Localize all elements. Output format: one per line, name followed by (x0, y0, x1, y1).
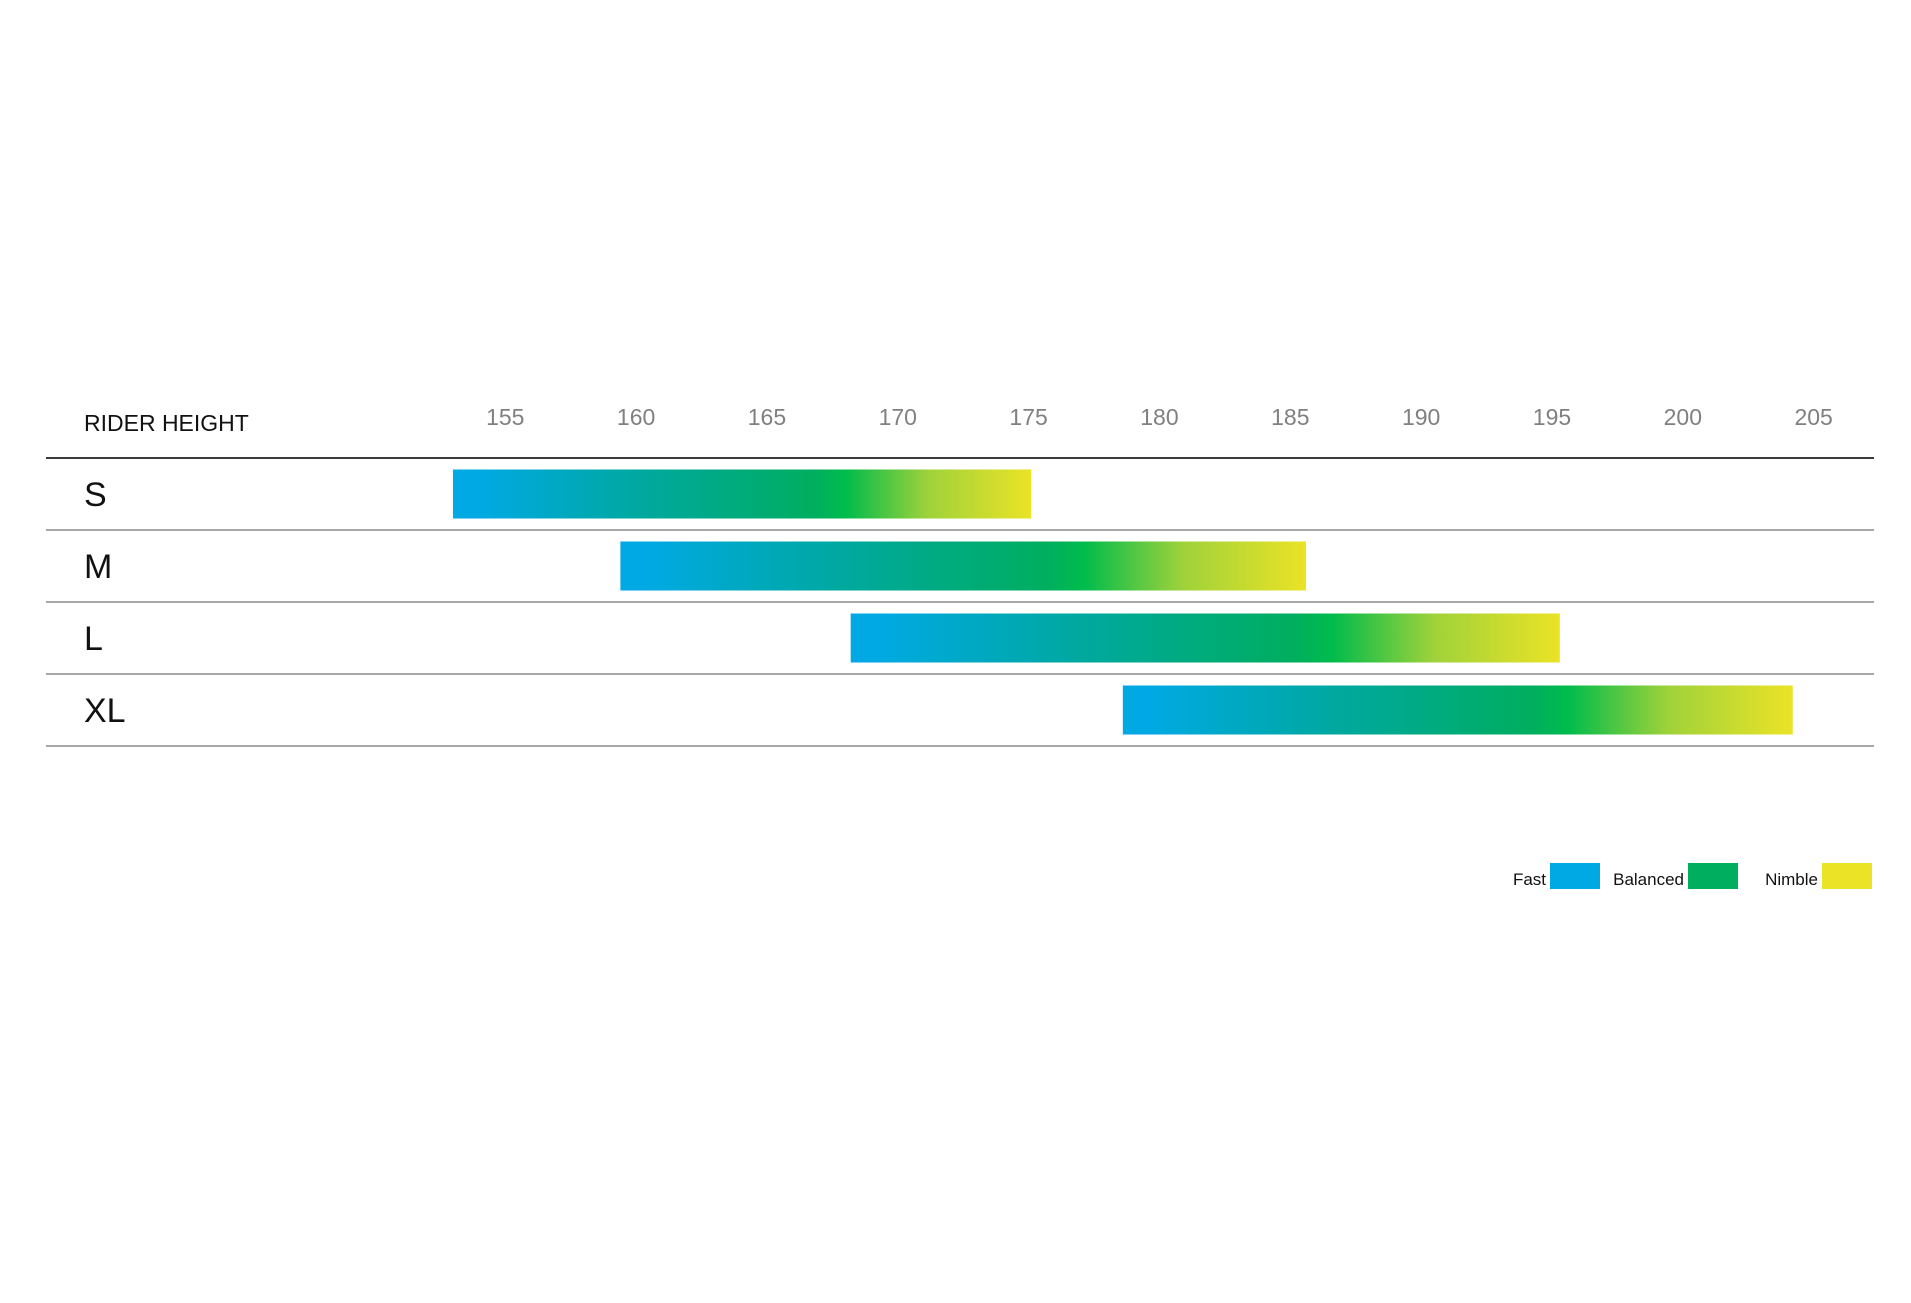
size-label-m: M (84, 548, 112, 586)
range-bar-s (452, 469, 1032, 519)
range-bar-l (850, 613, 1560, 663)
legend-swatch-nimble (1822, 863, 1872, 889)
legend-swatch-balanced (1688, 863, 1738, 889)
x-tick-label: 155 (486, 404, 524, 430)
x-tick-label: 190 (1402, 404, 1440, 430)
x-tick-label: 165 (748, 404, 786, 430)
rider-height-label: RIDER HEIGHT (84, 410, 249, 436)
x-tick-label: 200 (1664, 404, 1702, 430)
range-bar-m (620, 541, 1307, 591)
size-label-xl: XL (84, 692, 126, 730)
x-tick-label: 170 (879, 404, 917, 430)
legend-label-balanced: Balanced (1613, 870, 1684, 889)
legend-label-fast: Fast (1513, 870, 1546, 889)
x-tick-label: 195 (1533, 404, 1571, 430)
x-tick-label: 175 (1009, 404, 1047, 430)
x-tick-label: 185 (1271, 404, 1309, 430)
legend-label-nimble: Nimble (1765, 870, 1818, 889)
legend-swatch-fast (1550, 863, 1600, 889)
x-tick-label: 160 (617, 404, 655, 430)
x-tick-label: 205 (1794, 404, 1832, 430)
size-label-s: S (84, 476, 107, 514)
range-bar-xl (1122, 685, 1793, 735)
size-label-l: L (84, 620, 103, 658)
x-tick-label: 180 (1140, 404, 1178, 430)
